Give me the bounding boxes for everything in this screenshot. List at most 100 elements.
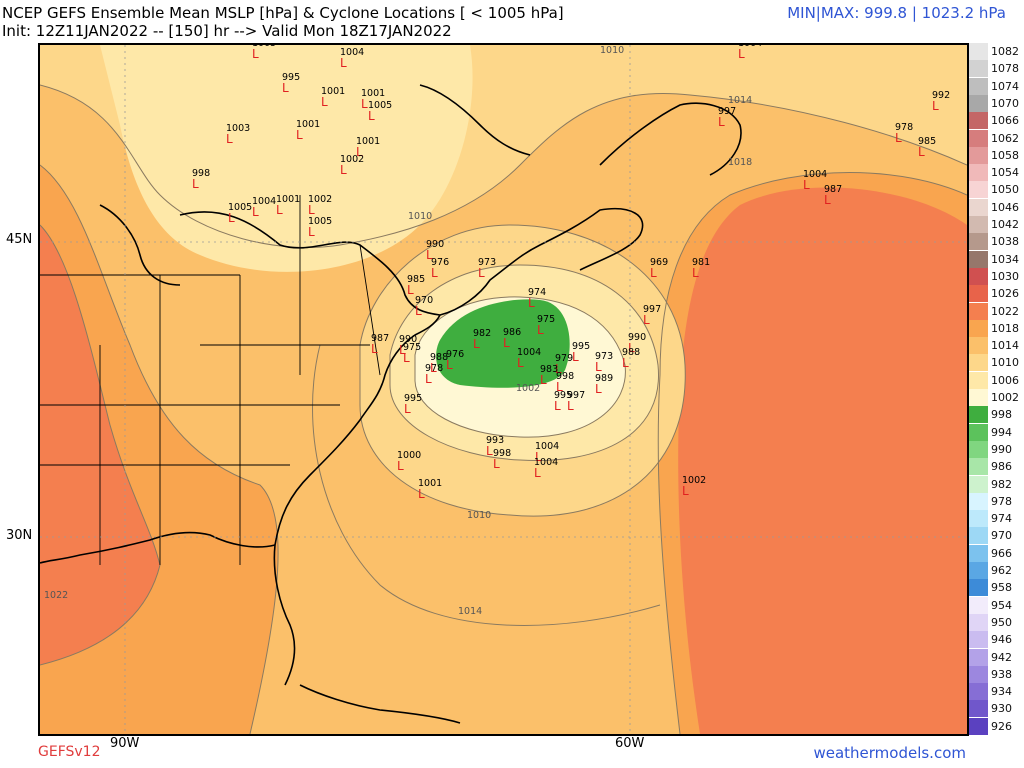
cyclone-marker: 981 L <box>692 257 711 280</box>
colorbar-level: 1070 <box>969 94 1021 112</box>
cyclone-marker: 1005 L <box>252 43 277 61</box>
colorbar-label: 1062 <box>991 131 1019 145</box>
cyclone-marker: 976 L <box>446 349 465 372</box>
colorbar-swatch <box>969 423 988 441</box>
colorbar-swatch <box>969 181 988 199</box>
colorbar-swatch <box>969 458 988 476</box>
colorbar-level: 966 <box>969 544 1021 562</box>
cyclone-marker: 997 L <box>567 390 586 413</box>
colorbar-level: 986 <box>969 458 1021 476</box>
isobar-label: 1010 <box>600 45 625 56</box>
cyclone-marker: 995 L <box>404 393 423 416</box>
min-max-readout: MIN|MAX: 999.8 | 1023.2 hPa <box>787 4 1006 22</box>
colorbar-label: 982 <box>991 477 1012 491</box>
colorbar-label: 1018 <box>991 321 1019 335</box>
colorbar-level: 942 <box>969 648 1021 666</box>
colorbar-swatch <box>969 371 988 389</box>
colorbar-swatch <box>969 579 988 597</box>
cyclone-marker: 979 L <box>555 353 574 376</box>
cyclone-marker: 1004 L <box>517 347 542 370</box>
cyclone-marker: 1004 L <box>803 169 828 192</box>
cyclone-marker: 974 L <box>528 287 547 310</box>
colorbar-swatch <box>969 233 988 251</box>
colorbar-label: 1082 <box>991 45 1019 58</box>
colorbar-level: 946 <box>969 631 1021 649</box>
cyclone-marker: 1002 L <box>682 475 707 498</box>
lon-label-90w: 90W <box>110 736 140 751</box>
cyclone-marker: 1001 L <box>296 119 321 142</box>
colorbar-level: 1062 <box>969 129 1021 147</box>
colorbar-swatch <box>969 164 988 182</box>
colorbar-level: 962 <box>969 562 1021 579</box>
cyclone-marker: 1000 L <box>397 450 422 473</box>
cyclone-marker: 1001 L <box>276 194 301 217</box>
cyclone-marker: 988 L <box>622 347 641 370</box>
colorbar-swatch <box>969 700 988 718</box>
colorbar-label: 990 <box>991 442 1012 456</box>
colorbar-swatch <box>969 562 988 579</box>
colorbar-label: 1058 <box>991 148 1019 162</box>
colorbar-level: 982 <box>969 475 1021 493</box>
colorbar-swatch <box>969 631 988 649</box>
cyclone-marker: 997 L <box>643 304 662 327</box>
colorbar-swatch <box>969 337 988 355</box>
colorbar-level: 998 <box>969 406 1021 424</box>
cyclone-marker: 998 L <box>556 371 575 394</box>
colorbar-level: 1058 <box>969 146 1021 164</box>
colorbar-swatch <box>969 648 988 666</box>
colorbar-label: 994 <box>991 425 1012 439</box>
colorbar-swatch <box>969 77 988 95</box>
colorbar-label: 1054 <box>991 166 1019 180</box>
colorbar-swatch <box>969 267 988 285</box>
cyclone-marker: 997 L <box>718 106 737 129</box>
pressure-colorbar: 1082 1078 1074 1070 1066 1062 1058 1054 1050 1046… <box>969 43 1021 749</box>
cyclone-marker: 1004 L <box>252 196 277 219</box>
colorbar-swatch <box>969 216 988 233</box>
colorbar-label: 954 <box>991 598 1012 612</box>
colorbar-level: 1046 <box>969 198 1021 216</box>
colorbar-swatch <box>969 717 988 735</box>
colorbar-label: 998 <box>991 408 1012 422</box>
cyclone-marker: 1001 L <box>418 478 443 501</box>
colorbar-level: 1034 <box>969 250 1021 268</box>
fill-1022-east <box>678 187 967 734</box>
colorbar-level: 954 <box>969 596 1021 614</box>
cyclone-marker: 1005 L <box>228 202 253 225</box>
colorbar-label: 1078 <box>991 62 1019 76</box>
colorbar-label: 930 <box>991 702 1012 716</box>
colorbar-swatch <box>969 198 988 216</box>
colorbar-label: 986 <box>991 460 1012 474</box>
colorbar-swatch <box>969 475 988 493</box>
isobar-label: 1010 <box>408 211 433 222</box>
cyclone-marker: 1002 L <box>308 194 333 217</box>
colorbar-label: 962 <box>991 564 1012 577</box>
colorbar-swatch <box>969 389 988 406</box>
colorbar-swatch <box>969 60 988 78</box>
colorbar-label: 1026 <box>991 287 1019 301</box>
cyclone-marker: 1004 L <box>738 43 763 61</box>
colorbar-level: 1042 <box>969 216 1021 233</box>
colorbar-swatch <box>969 527 988 545</box>
chart-subtitle: Init: 12Z11JAN2022 -- [150] hr --> Valid… <box>2 22 452 40</box>
colorbar-swatch <box>969 319 988 337</box>
colorbar-label: 970 <box>991 529 1012 543</box>
colorbar-swatch <box>969 544 988 562</box>
cyclone-marker: 975 L <box>537 314 556 337</box>
lat-label-45n: 45N <box>6 232 33 247</box>
cyclone-marker: 1004 L <box>534 457 559 480</box>
isobar-label: 1018 <box>728 157 753 168</box>
cyclone-marker: 988 L <box>430 352 449 375</box>
isobar-label: 1022 <box>44 590 69 601</box>
cyclone-marker: 987 L <box>371 333 390 356</box>
isobar-label: 1014 <box>728 95 753 106</box>
cyclone-marker: 990 L <box>628 332 647 355</box>
cyclone-marker: 1001 L <box>356 136 381 159</box>
cyclone-marker: 1005 L <box>368 100 393 123</box>
lon-label-60w: 60W <box>615 736 645 751</box>
colorbar-level: 994 <box>969 423 1021 441</box>
cyclone-marker: 995 L <box>282 72 301 95</box>
colorbar-level: 1074 <box>969 77 1021 95</box>
colorbar-label: 942 <box>991 650 1012 664</box>
colorbar-swatch <box>969 492 988 510</box>
colorbar-label: 1046 <box>991 200 1019 214</box>
